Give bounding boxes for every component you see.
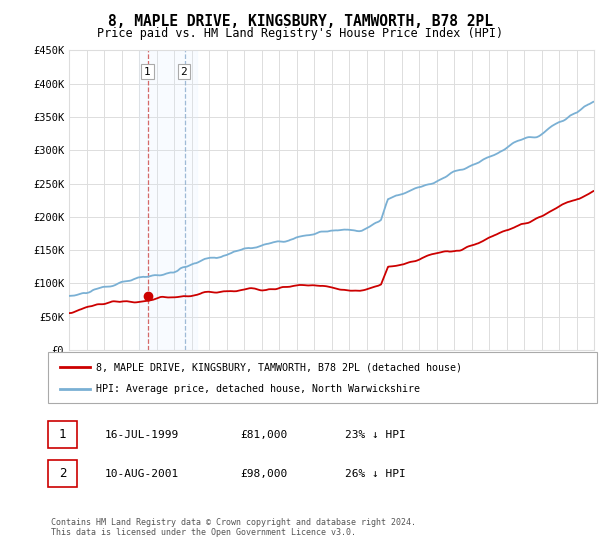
Text: £98,000: £98,000 bbox=[240, 469, 287, 479]
Bar bbox=[139, 50, 197, 350]
Text: Price paid vs. HM Land Registry's House Price Index (HPI): Price paid vs. HM Land Registry's House … bbox=[97, 27, 503, 40]
Text: 23% ↓ HPI: 23% ↓ HPI bbox=[345, 430, 406, 440]
Text: 26% ↓ HPI: 26% ↓ HPI bbox=[345, 469, 406, 479]
Text: 1: 1 bbox=[144, 67, 151, 77]
Text: 10-AUG-2001: 10-AUG-2001 bbox=[105, 469, 179, 479]
Text: 2: 2 bbox=[59, 467, 66, 480]
Text: £81,000: £81,000 bbox=[240, 430, 287, 440]
Text: 1: 1 bbox=[59, 428, 66, 441]
Text: Contains HM Land Registry data © Crown copyright and database right 2024.
This d: Contains HM Land Registry data © Crown c… bbox=[51, 518, 416, 538]
Text: 2: 2 bbox=[181, 67, 187, 77]
Text: HPI: Average price, detached house, North Warwickshire: HPI: Average price, detached house, Nort… bbox=[96, 384, 420, 394]
Text: 16-JUL-1999: 16-JUL-1999 bbox=[105, 430, 179, 440]
Text: 8, MAPLE DRIVE, KINGSBURY, TAMWORTH, B78 2PL: 8, MAPLE DRIVE, KINGSBURY, TAMWORTH, B78… bbox=[107, 14, 493, 29]
Text: 8, MAPLE DRIVE, KINGSBURY, TAMWORTH, B78 2PL (detached house): 8, MAPLE DRIVE, KINGSBURY, TAMWORTH, B78… bbox=[96, 362, 462, 372]
